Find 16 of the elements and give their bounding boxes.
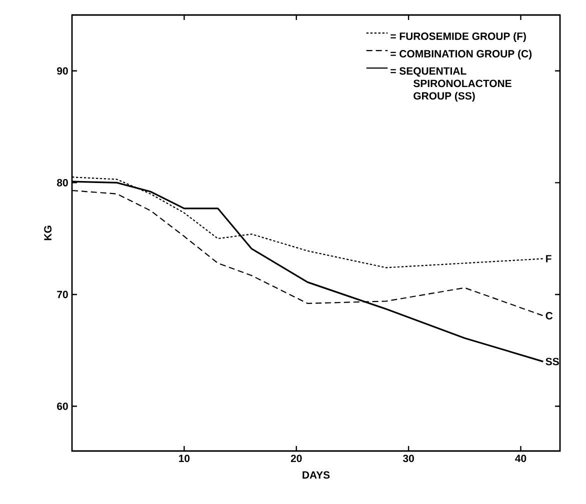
y-tick-label: 90 xyxy=(57,67,68,75)
y-tick-label: 60 xyxy=(57,402,68,410)
annotation: C xyxy=(546,312,553,320)
y-tick-label: 80 xyxy=(57,178,68,186)
x-tick-label: 20 xyxy=(290,454,302,462)
x-tick-label: 30 xyxy=(402,454,414,462)
y-tick-label: 70 xyxy=(57,290,68,298)
legend-label: = COMBINATION GROUP (C) xyxy=(390,50,532,60)
legend-label: = FUROSEMIDE GROUP (F) xyxy=(390,32,526,42)
annotation: SS xyxy=(546,358,559,366)
y-axis-title: KG xyxy=(44,226,52,240)
annotation: F xyxy=(546,255,552,262)
x-tick-label: 40 xyxy=(515,454,526,462)
x-axis-title: DAYS xyxy=(302,471,330,479)
x-tick-label: 10 xyxy=(179,454,190,462)
legend-label: = SEQUENTIAL SPIRONOLACTONE GROUP (SS) xyxy=(390,67,512,102)
